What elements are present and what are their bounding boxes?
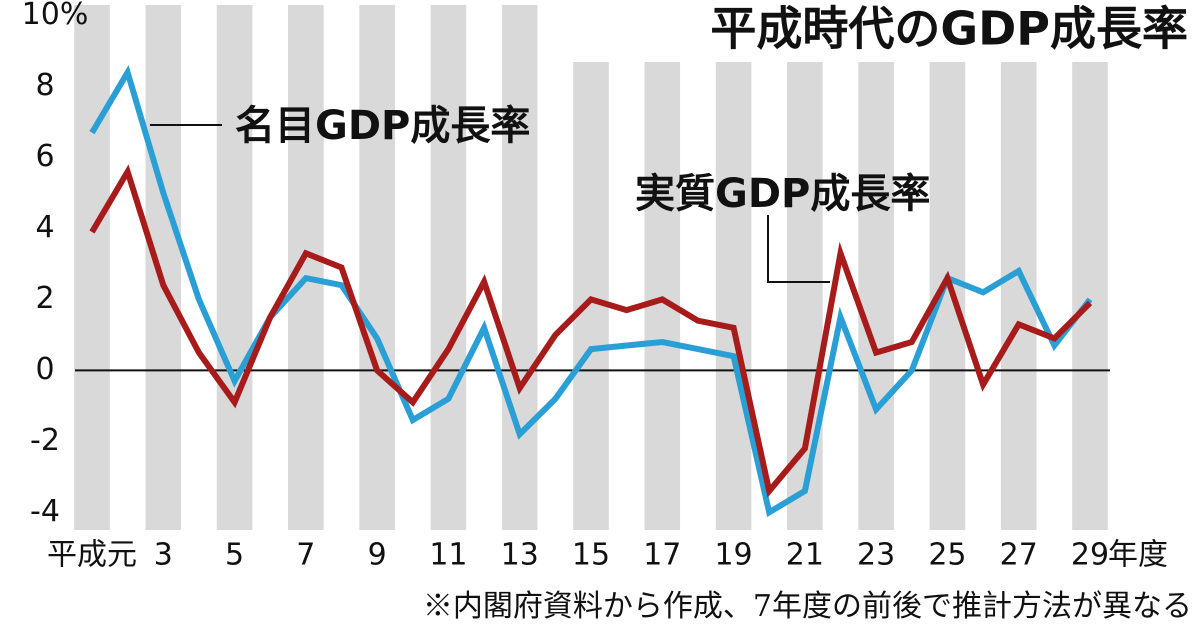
- x-tick-label: 3: [154, 538, 173, 573]
- x-tick-label: 9: [368, 538, 387, 573]
- x-tick-label: 11: [429, 538, 467, 573]
- x-tick-label: 13: [501, 538, 539, 573]
- x-tick-label: 15: [572, 538, 610, 573]
- x-tick-label: 17: [643, 538, 681, 573]
- y-tick-label: 0: [35, 352, 54, 387]
- x-tick-label: 27: [1000, 538, 1038, 573]
- x-tick-label: 5: [225, 538, 244, 573]
- stripe: [288, 5, 324, 530]
- x-tick-label: 19: [714, 538, 752, 573]
- x-tick-label: 25: [928, 538, 966, 573]
- y-tick-label: -2: [30, 423, 60, 458]
- legend-label: 実質GDP成長率: [635, 171, 930, 217]
- stripe: [858, 5, 894, 530]
- stripe: [715, 5, 752, 530]
- y-tick-label: 2: [35, 281, 54, 316]
- y-tick-label: 8: [35, 68, 54, 103]
- x-unit: 年度: [1108, 538, 1168, 573]
- stripe: [1072, 5, 1108, 530]
- x-tick-label: 7: [296, 538, 315, 573]
- y-tick-label: 6: [35, 139, 54, 174]
- stripe: [145, 5, 182, 530]
- stripe: [573, 5, 609, 530]
- stripe: [929, 5, 966, 530]
- stripe: [430, 5, 467, 530]
- stripe: [501, 5, 538, 530]
- stripe: [359, 5, 395, 530]
- legend-label: 名目GDP成長率: [235, 103, 530, 149]
- series-line: [89, 164, 1093, 498]
- note: ※内閣府資料から作成、7年度の前後で推計方法が異なる: [423, 589, 1192, 624]
- y-tick-label: -4: [30, 494, 60, 529]
- y-tick-label: 10%: [22, 0, 89, 32]
- leader-line: [767, 215, 830, 283]
- stripe: [74, 5, 110, 530]
- title-bg: [540, 0, 1200, 62]
- stripe: [216, 5, 253, 530]
- x-tick-label: 21: [786, 538, 824, 573]
- x-tick-label: 23: [857, 538, 895, 573]
- chart-title: 平成時代のGDP成長率: [710, 2, 1188, 56]
- x-tick-label: 29: [1071, 538, 1109, 573]
- stripe: [644, 5, 681, 530]
- y-tick-label: 4: [35, 210, 54, 245]
- x-tick-label: 平成元: [47, 538, 137, 573]
